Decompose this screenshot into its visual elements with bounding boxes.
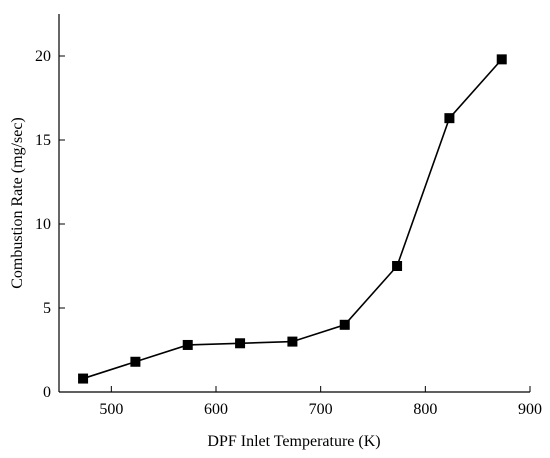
x-tick-label: 600 <box>204 401 228 418</box>
y-axis-title: Combustion Rate (mg/sec) <box>9 117 26 289</box>
x-tick-label: 700 <box>309 401 333 418</box>
data-point-marker <box>496 54 507 65</box>
data-series <box>78 54 507 384</box>
data-point-marker <box>339 319 350 330</box>
data-point-marker <box>130 356 141 367</box>
plot-area: 500 600 700 800 900 0 5 10 15 20 <box>35 14 542 418</box>
y-tick-label: 10 <box>35 216 51 233</box>
data-point-marker <box>182 339 193 350</box>
x-axis-title: DPF Inlet Temperature (K) <box>207 433 380 450</box>
x-ticks: 500 600 700 800 900 <box>99 386 542 418</box>
x-tick-label: 900 <box>518 401 542 418</box>
data-point-marker <box>444 113 455 124</box>
x-tick-label: 500 <box>99 401 123 418</box>
data-point-marker <box>235 338 246 349</box>
y-tick-label: 15 <box>35 132 51 149</box>
y-tick-label: 20 <box>35 48 51 65</box>
data-point-marker <box>78 373 89 384</box>
y-tick-label: 5 <box>43 300 51 317</box>
y-tick-label: 0 <box>43 384 51 401</box>
x-tick-label: 800 <box>413 401 437 418</box>
data-point-marker <box>287 336 298 347</box>
data-point-marker <box>392 261 403 271</box>
series-line <box>82 58 503 380</box>
y-ticks: 0 5 10 15 20 <box>35 48 65 401</box>
